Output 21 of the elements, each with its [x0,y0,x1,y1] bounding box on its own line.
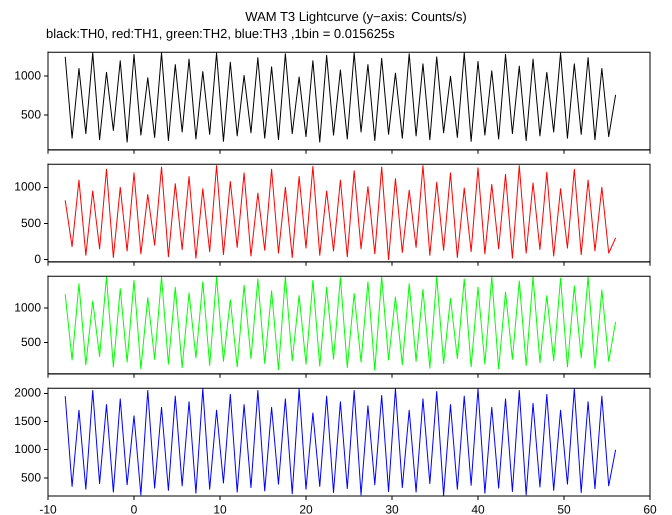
y-tick-label: 0 [34,252,42,266]
x-tick-label: 20 [299,502,313,515]
y-tick-label: 500 [20,216,42,230]
x-tick-label: 30 [385,502,399,515]
x-tick-label: 60 [643,502,657,515]
x-tick-label: -10 [39,502,57,515]
x-tick-label: 40 [471,502,485,515]
y-tick-label: 1000 [14,180,42,194]
y-tick-label: 1500 [14,414,42,428]
y-tick-label: 500 [20,107,42,122]
x-tick-label: 10 [213,502,227,515]
y-tick-label: 1000 [14,68,42,83]
x-tick-label: 0 [130,502,138,515]
y-tick-label: 500 [20,334,42,349]
y-tick-label: 500 [20,470,42,484]
chart-subtitle: black:TH0, red:TH1, green:TH2, blue:TH3 ,1bin = 0.015625s [45,26,396,42]
y-tick-label: 1000 [14,300,42,314]
x-tick-label: 50 [557,502,571,515]
y-tick-label: 1000 [14,442,42,456]
chart-title: WAM T3 Lightcurve (y−axis: Counts/s) [244,8,468,26]
y-tick-label: 2000 [14,386,42,400]
